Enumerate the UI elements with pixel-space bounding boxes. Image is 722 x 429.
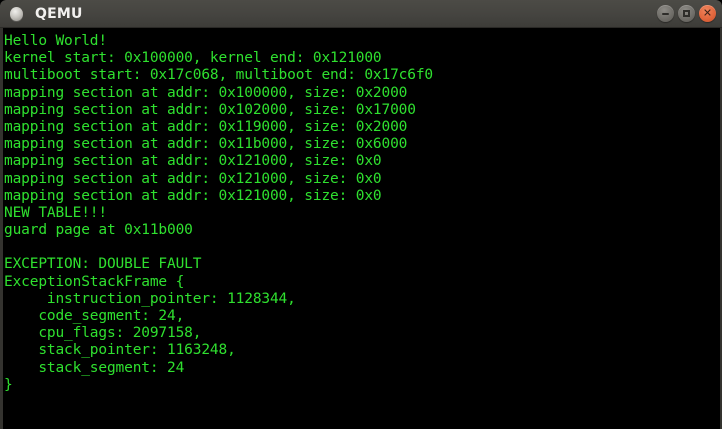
console-line: mapping section at addr: 0x119000, size:… [4,118,408,135]
console-line-list: Hello World! kernel start: 0x100000, kern… [4,33,720,394]
maximize-button[interactable] [678,5,695,22]
console-line: mapping section at addr: 0x102000, size:… [4,101,416,118]
window-titlebar[interactable]: QEMU ✕ [0,0,722,28]
console-line: ExceptionStackFrame { [4,273,185,290]
console-line: cpu_flags: 2097158, [4,325,202,342]
console-line: mapping section at addr: 0x121000, size:… [4,153,382,170]
emulator-screen-frame: Hello World! kernel start: 0x100000, kern… [0,28,722,429]
console-line: code_segment: 24, [4,308,185,324]
console-line: mapping section at addr: 0x121000, size:… [4,187,382,204]
console-line: Hello World! [4,33,107,49]
minimize-button[interactable] [657,5,674,22]
console-line: NEW TABLE!!! [4,204,107,221]
terminal-output[interactable]: Hello World! kernel start: 0x100000, kern… [3,28,720,429]
console-line: stack_pointer: 1163248, [4,342,236,359]
console-line: mapping section at addr: 0x11b000, size:… [4,136,408,153]
console-line: kernel start: 0x100000, kernel end: 0x12… [4,50,382,67]
console-line: } [4,376,13,393]
console-line: instruction_pointer: 1128344, [4,290,296,307]
console-line: mapping section at addr: 0x121000, size:… [4,170,382,187]
close-icon: ✕ [702,6,713,20]
window-title: QEMU [35,5,83,22]
console-line: stack_segment: 24 [4,359,185,376]
console-line: guard page at 0x11b000 [4,222,193,239]
qemu-app-icon [10,6,23,21]
console-line: mapping section at addr: 0x100000, size:… [4,84,408,101]
console-line [4,239,720,256]
maximize-icon [683,10,690,17]
console-line: EXCEPTION: DOUBLE FAULT [4,256,202,273]
console-line: multiboot start: 0x17c068, multiboot end… [4,67,433,84]
window-controls: ✕ [657,5,716,22]
minimize-icon [662,12,669,15]
close-button[interactable]: ✕ [699,5,716,22]
